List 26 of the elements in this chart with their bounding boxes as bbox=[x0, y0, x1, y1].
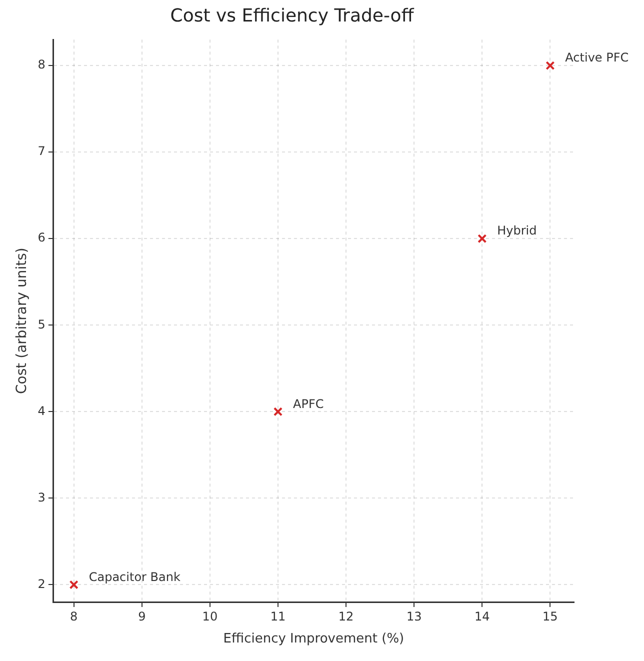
annotation: APFC bbox=[292, 396, 324, 411]
x-tick-label: 13 bbox=[406, 609, 422, 624]
y-tick-label: 6 bbox=[38, 230, 46, 245]
y-tick-label: 5 bbox=[38, 317, 46, 332]
y-tick-label: 4 bbox=[38, 404, 46, 418]
annotation: Active PFC bbox=[565, 50, 629, 65]
x-tick-label: 14 bbox=[474, 609, 490, 624]
point bbox=[69, 580, 78, 590]
y-axis-title: Cost (arbitrary units) bbox=[14, 248, 30, 394]
y-tick-label: 8 bbox=[38, 58, 46, 72]
x-axis-title: Efficiency Improvement (%) bbox=[223, 632, 404, 647]
point bbox=[273, 407, 283, 416]
chart-title: Cost vs Efficiency Trade-off bbox=[170, 5, 414, 26]
x-tick-label: 15 bbox=[542, 609, 558, 624]
y-tick-label: 7 bbox=[38, 144, 46, 158]
y-tick-label: 3 bbox=[38, 490, 46, 504]
annotation: Hybrid bbox=[497, 224, 537, 238]
y-tick-label: 2 bbox=[38, 576, 46, 591]
x-tick-label: 10 bbox=[202, 609, 218, 624]
point bbox=[478, 234, 487, 244]
x-tick-label: 8 bbox=[70, 609, 78, 624]
point bbox=[546, 61, 555, 70]
annotation: Capacitor Bank bbox=[88, 570, 180, 584]
x-tick-label: 9 bbox=[138, 609, 146, 624]
x-tick-label: 12 bbox=[338, 609, 354, 624]
x-tick-label: 11 bbox=[270, 609, 286, 624]
